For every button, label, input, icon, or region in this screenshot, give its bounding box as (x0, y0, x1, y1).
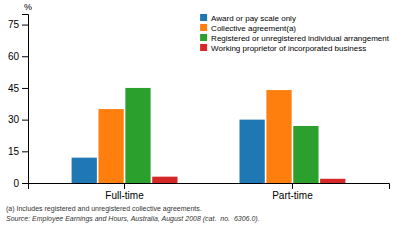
legend-item: Working proprietor of incorporated busin… (200, 44, 366, 53)
x-tick-mark (292, 183, 293, 189)
bar (125, 88, 150, 183)
y-tick: 30 (8, 114, 28, 125)
legend: Award or pay scale onlyCollective agreem… (200, 14, 390, 53)
y-tick: 15 (8, 146, 28, 157)
legend-swatch (200, 14, 207, 21)
x-tick-label: Part-time (272, 190, 313, 201)
legend-label: Collective agreement(a) (211, 24, 296, 33)
y-tick-mark (22, 151, 28, 152)
legend-label: Working proprietor of incorporated busin… (211, 44, 366, 53)
y-tick-label: 75 (8, 19, 20, 30)
y-tick-label: 60 (8, 51, 20, 62)
y-label: % (24, 2, 32, 12)
y-tick: 75 (8, 19, 28, 30)
y-tick-mark (22, 88, 28, 89)
y-tick-label: 45 (8, 83, 20, 94)
legend-item: Registered or unregistered individual ar… (200, 34, 390, 43)
y-tick: 45 (8, 83, 28, 94)
y-tick-label: 0 (13, 178, 19, 189)
y-tick-mark (22, 120, 28, 121)
y-tick-mark (22, 183, 28, 184)
x-tick: Full-time (105, 183, 144, 201)
y-tick-label: 30 (8, 114, 20, 125)
bar (320, 179, 345, 183)
legend-label: Award or pay scale only (211, 14, 296, 23)
bar (239, 120, 264, 183)
footnote: Source: Employee Earnings and Hours, Aus… (6, 215, 260, 223)
y-axis-line (22, 15, 29, 184)
bar (98, 109, 123, 183)
y-axis: 0 15 30 45 60 75 (8, 15, 29, 189)
chart: 0 15 30 45 60 75 Full-time Part-time Award or pa… (0, 0, 397, 227)
x-tick-mark (124, 183, 125, 189)
bar (293, 126, 318, 183)
legend-label: Registered or unregistered individual ar… (211, 34, 390, 43)
x-tick-label: Full-time (105, 190, 144, 201)
legend-swatch (200, 44, 207, 51)
footnote: (a) Includes registered and unregistered… (6, 205, 202, 213)
y-tick-label: 15 (8, 146, 20, 157)
bars (72, 88, 346, 183)
y-tick: 0 (13, 178, 28, 189)
y-tick-mark (22, 56, 28, 57)
x-axis-line (29, 184, 390, 190)
legend-item: Award or pay scale only (200, 14, 296, 23)
plot: 0 15 30 45 60 75 Full-time Part-time Award or pa… (8, 14, 390, 202)
bar (152, 177, 177, 183)
x-tick: Part-time (272, 183, 313, 201)
x-axis: Full-time Part-time (29, 183, 390, 201)
y-tick: 60 (8, 51, 28, 62)
legend-swatch (200, 34, 207, 41)
legend-item: Collective agreement(a) (200, 24, 296, 33)
bar (266, 90, 291, 183)
bar (72, 158, 97, 183)
y-tick-mark (22, 25, 28, 26)
legend-swatch (200, 24, 207, 31)
